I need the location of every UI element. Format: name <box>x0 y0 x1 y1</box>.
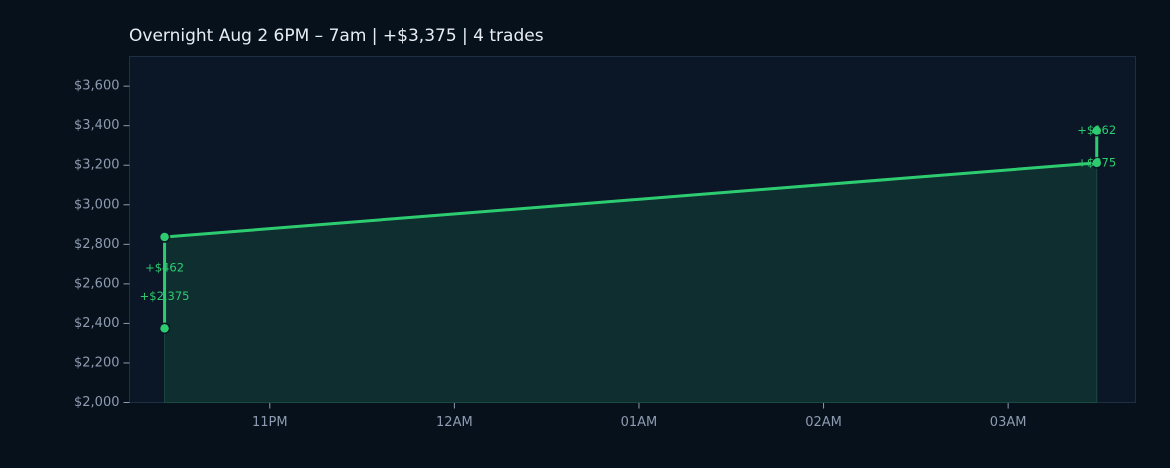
line <box>163 130 1099 329</box>
x-tick-label: 01AM <box>621 415 658 430</box>
y-tick-label: $3,000 <box>74 197 120 212</box>
y-tick-label: $3,400 <box>74 118 120 133</box>
y-tick-label: $3,200 <box>74 158 120 173</box>
y-tick-label: $2,000 <box>74 395 120 410</box>
point-label: +$462 <box>145 261 184 275</box>
y-tick-label: $2,800 <box>74 237 120 252</box>
point <box>158 231 171 243</box>
y-tick-label: $2,600 <box>74 276 120 291</box>
x-tick-label: 03AM <box>990 415 1027 430</box>
point <box>1090 157 1103 169</box>
x-tick-label: 11PM <box>252 415 288 430</box>
x-tick-label: 02AM <box>805 415 842 430</box>
point-label: +$162 <box>1077 123 1116 137</box>
y-tick-label: $2,400 <box>74 316 120 331</box>
chart-title: Overnight Aug 2 6PM – 7am | +$3,375 | 4 … <box>129 26 544 46</box>
x-tick-label: 12AM <box>436 415 473 430</box>
point-label: +$375 <box>1077 155 1116 169</box>
y-tick-label: $2,200 <box>74 355 120 370</box>
point-label: +$2,375 <box>140 289 190 303</box>
y-tick-label: $3,600 <box>74 79 120 94</box>
point <box>1090 124 1103 137</box>
point <box>158 322 171 335</box>
